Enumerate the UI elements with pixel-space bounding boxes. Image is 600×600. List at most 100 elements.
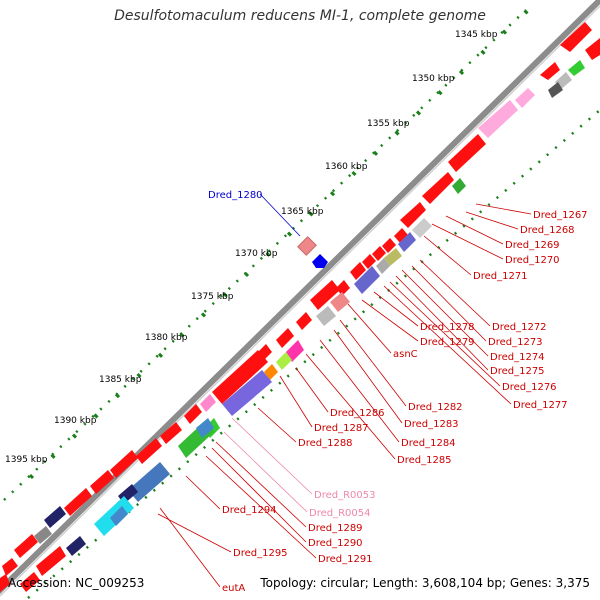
gene-arrow (44, 506, 66, 528)
scale-tick (50, 453, 56, 459)
gene-arrow (286, 340, 304, 362)
gene-label: Dred_1286 (330, 408, 385, 419)
gene-arrow (110, 450, 138, 478)
gene-arrow (568, 60, 585, 76)
scale-label: 1395 kbp (5, 455, 48, 465)
scale-label: 1355 kbp (367, 119, 410, 129)
label-leader-line (401, 269, 489, 357)
label-leader-line (205, 455, 317, 559)
gene-arrow (0, 574, 10, 592)
gene-arrow (585, 38, 600, 60)
label-leader-line (257, 407, 297, 443)
gene-arrow (362, 254, 376, 269)
gene-arrow (376, 258, 390, 274)
scale-label: 1380 kbp (145, 333, 188, 343)
gene-label: Dred_1268 (520, 225, 575, 236)
gene-label: Dred_1285 (397, 455, 452, 466)
gene-label: Dred_1267 (533, 210, 588, 221)
gene-arrow (350, 262, 366, 280)
scale-label: 1345 kbp (455, 30, 498, 40)
gene-arrow (394, 228, 408, 243)
label-leader-line (465, 211, 519, 230)
gene-arrow (264, 364, 278, 380)
gene-arrow (160, 422, 182, 444)
gene-arrow (372, 246, 386, 261)
gene-arrow (310, 280, 340, 310)
gene-arrow (36, 546, 66, 576)
scale-tick (480, 49, 486, 55)
scale-label: 1390 kbp (54, 416, 97, 426)
gene-label: Dred_1279 (420, 337, 475, 348)
label-leader-lines (157, 193, 532, 588)
scale-tick (523, 9, 529, 15)
gene-arrow (448, 134, 486, 172)
label-leader-line (279, 375, 313, 428)
gene-label: Dred_1287 (314, 423, 369, 434)
gene-arrow (276, 352, 292, 370)
gene-arrow (64, 488, 92, 516)
scale-label: 1365 kbp (281, 207, 324, 217)
scale-tick (157, 352, 164, 358)
scale-label: 1360 kbp (325, 162, 368, 172)
gene-arrow (540, 62, 560, 80)
label-leader-line (159, 507, 221, 588)
gene-arrow (184, 404, 202, 424)
gene-arrow (20, 572, 40, 592)
gene-arrow (515, 88, 535, 108)
scale-tick (136, 372, 142, 379)
label-leader-line (389, 281, 501, 387)
gene-arrow (382, 238, 396, 253)
gene-label: Dred_1289 (308, 523, 363, 534)
label-leader-line (383, 285, 512, 405)
gene-label: Dred_1269 (505, 240, 560, 251)
label-leader-line (475, 203, 532, 215)
label-leader-line (431, 223, 504, 260)
scale-tick (415, 110, 422, 116)
scale-tick (437, 90, 443, 96)
gene-label: Dred_1271 (473, 271, 528, 282)
gene-box (297, 236, 317, 256)
gene-arrow (452, 178, 466, 194)
gene-arrow (90, 470, 114, 494)
gene-arrow (316, 306, 336, 326)
scale-label: 1385 kbp (99, 375, 142, 385)
label-leader-line (347, 303, 392, 354)
label-leader-line (185, 475, 221, 510)
scale-tick (351, 170, 357, 177)
gene-arrow (330, 292, 350, 312)
gene-arrow (34, 526, 52, 544)
label-leader-line (423, 235, 472, 276)
gene-arrow (400, 202, 426, 228)
gene-arrow (212, 350, 268, 404)
scale-tick (372, 150, 379, 156)
inner-strand-genes (0, 22, 600, 592)
gene-arrow (14, 534, 38, 558)
scale-ticks (28, 9, 529, 480)
gene-arrow (128, 462, 170, 502)
gene-label: Dred_R0054 (309, 508, 371, 519)
scale-track-inner (27, 109, 600, 599)
gene-arrow (2, 558, 18, 576)
label-leader-line (223, 431, 308, 513)
gene-label: Dred_1283 (404, 419, 459, 430)
gene-label: Dred_1270 (505, 255, 560, 266)
gene-label: Dred_1290 (308, 538, 363, 549)
gene-label: Dred_1278 (420, 322, 475, 333)
scale-tick (394, 130, 400, 136)
gene-arrow (136, 438, 162, 464)
label-leader-line (419, 259, 491, 327)
topology-summary: Topology: circular; Length: 3,608,104 bp… (260, 576, 590, 590)
label-leader-line (319, 339, 400, 443)
gene-label: Dred_1291 (318, 554, 373, 565)
gene-label: Dred_R0053 (314, 490, 376, 501)
gene-arrow (384, 248, 402, 266)
gene-label: Dred_1294 (222, 505, 277, 516)
label-leader-line (211, 447, 307, 543)
gene-label: Dred_1288 (298, 438, 353, 449)
gene-label: eutA (222, 583, 245, 594)
genome-backbone-highlight (0, 5, 600, 597)
gene-arrow (354, 266, 380, 294)
label-leader-line (231, 417, 313, 495)
